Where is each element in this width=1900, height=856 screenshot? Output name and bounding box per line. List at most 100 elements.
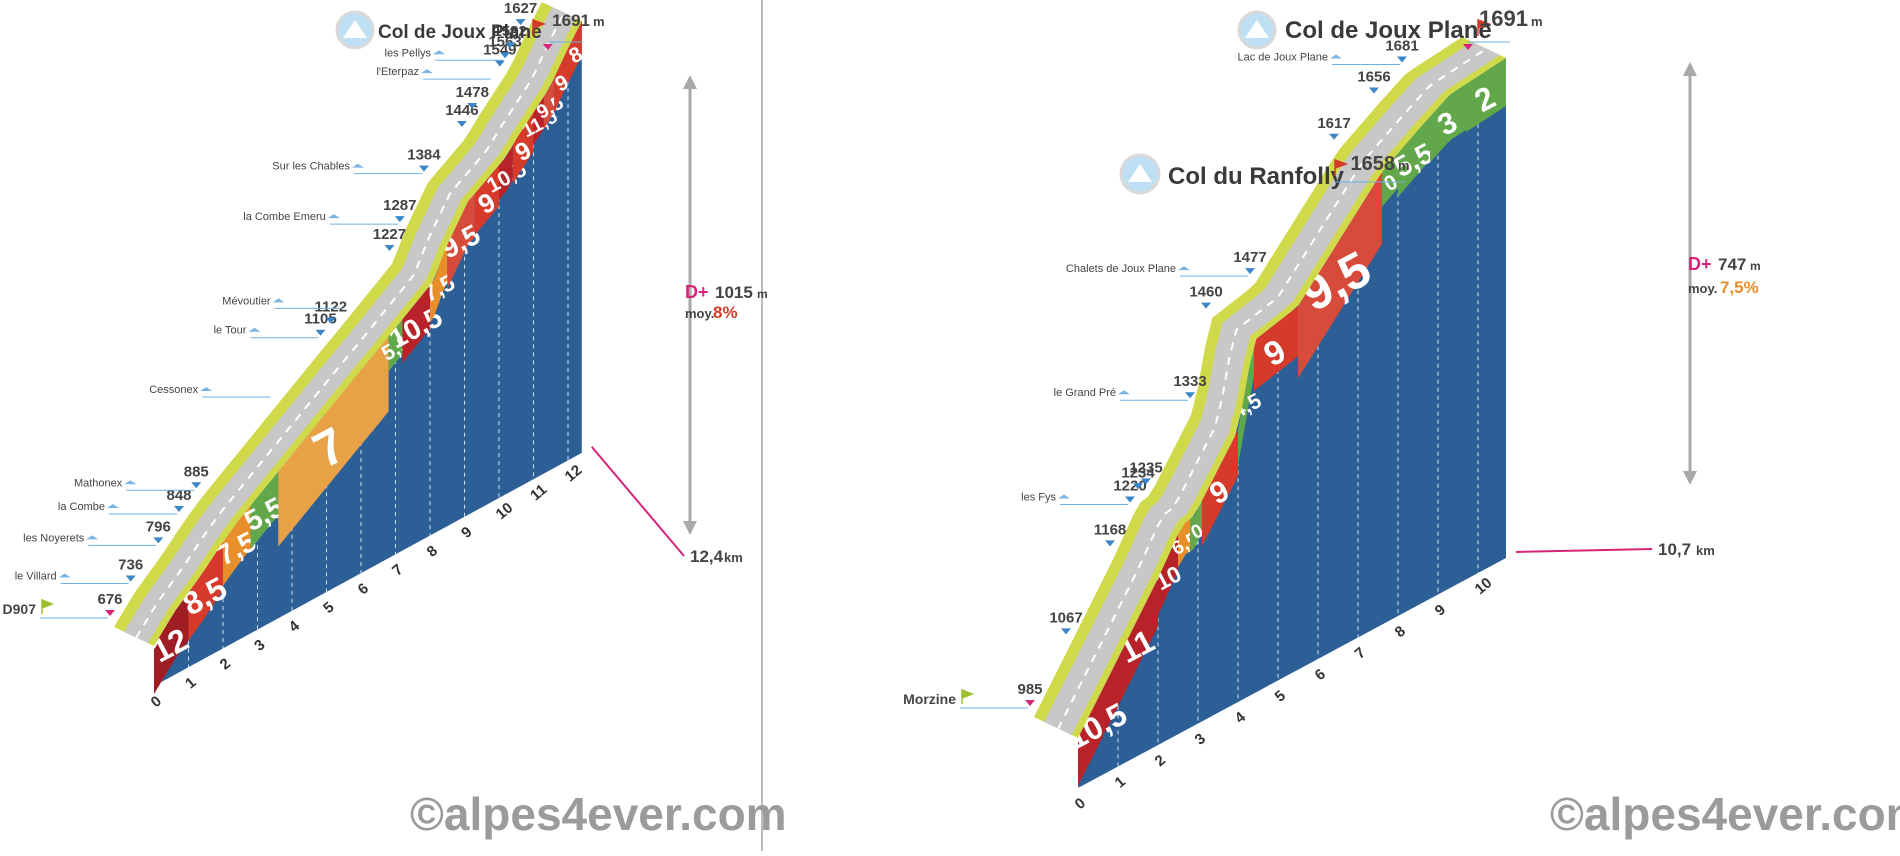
altitude-label: 1656: [1357, 68, 1390, 85]
summit-title: Col de Joux Plane: [378, 22, 542, 43]
place-name: l'Eterpaz: [376, 66, 418, 78]
km-tick-label: 9: [1432, 601, 1449, 619]
altitude-pin: [325, 317, 336, 324]
summit-altitude: 1691: [1479, 6, 1528, 31]
altitude-pin: [1369, 87, 1379, 94]
watermark: ©alpes4ever.com: [410, 788, 787, 840]
altitude-pin: [1201, 302, 1211, 309]
place-name: la Combe Emeru: [243, 211, 326, 223]
icon-peak: [1128, 164, 1152, 182]
house-icon: [272, 298, 285, 303]
altitude-pin: [105, 610, 115, 616]
gain-label: D+: [1688, 254, 1712, 274]
grade-segment: [1382, 153, 1398, 207]
altitude-label: 985: [1017, 681, 1042, 698]
icon-peak: [343, 20, 367, 38]
altitude-label: 1220: [1113, 477, 1146, 494]
distance-leader: [591, 446, 685, 557]
place-name: la Combe: [58, 501, 105, 513]
altitude-pin: [384, 244, 395, 251]
summit-altitude: 1691: [552, 11, 590, 30]
house-icon: [248, 327, 261, 332]
avg-label: moy.: [1688, 281, 1717, 296]
km-tick-label: 1: [182, 674, 199, 692]
altitude-label: 796: [146, 518, 171, 535]
gain-value: 1015: [715, 283, 753, 302]
summit-pin: [1463, 44, 1473, 50]
distance-unit: km: [1696, 543, 1715, 558]
house-icon: [200, 387, 213, 392]
intermediate-title: Col du Ranfolly: [1168, 163, 1345, 190]
house-icon: [420, 69, 433, 74]
ranfolly-mountain-icon: [1119, 153, 1161, 195]
gain-unit: m: [757, 287, 768, 301]
altitude-label: 1681: [1385, 37, 1418, 54]
grade-segment: [154, 592, 189, 694]
grade-segment: [1158, 534, 1178, 616]
altitude-pin: [500, 52, 511, 59]
km-tick-label: 10: [1472, 574, 1496, 598]
avg-label: moy.: [685, 306, 714, 321]
grade-segment: [499, 144, 513, 200]
summit-mountain-icon: [1237, 10, 1277, 50]
summit-title: Col de Joux Plane: [1285, 17, 1492, 44]
altitude-pin: [315, 329, 326, 336]
distance-value: 12,4: [690, 547, 724, 566]
grade-segment: [430, 244, 448, 323]
altitude-label: 1477: [1233, 249, 1266, 266]
intermediate-flag-icon: [1334, 158, 1349, 176]
altitude-pin: [1061, 628, 1071, 635]
start-flag-icon: [961, 688, 975, 704]
place-name: le Grand Pré: [1054, 387, 1116, 399]
altitude-pin: [1397, 56, 1407, 63]
gain-arrow-down: [683, 521, 697, 535]
altitude-label: 676: [97, 591, 122, 608]
house-icon: [433, 50, 446, 55]
house-icon: [107, 503, 119, 508]
km-tick-label: 7: [1352, 644, 1369, 662]
place-name: Cessonex: [149, 384, 198, 396]
grade-segment: [1398, 116, 1430, 197]
grade-segment: [278, 336, 389, 547]
grade-segment: [474, 165, 499, 235]
avg-value: 7,5%: [1720, 278, 1759, 297]
km-tick-label: 3: [251, 636, 268, 654]
road-lane: [124, 7, 576, 643]
grade-segment: [223, 505, 251, 586]
km-tick-label: 2: [1152, 752, 1169, 770]
place-name: Sur les Chables: [272, 161, 350, 173]
grade-segment: [1178, 518, 1190, 568]
km-tick-label: 5: [320, 599, 337, 617]
altitude-pin: [418, 165, 429, 172]
km-tick-label: 8: [424, 542, 441, 560]
grade-segment: [1254, 306, 1298, 391]
altitude-pin: [174, 505, 184, 512]
km-tick-label: 7: [389, 561, 406, 579]
house-icon: [1330, 54, 1342, 59]
avg-value: 8%: [713, 303, 738, 322]
altitude-label: 885: [184, 463, 209, 480]
distance-unit: km: [724, 550, 743, 565]
gain-arrow-up: [1683, 62, 1697, 76]
km-tick-label: 0: [1072, 795, 1089, 813]
gain-arrow-up: [683, 75, 697, 89]
altitude-pin: [191, 482, 202, 489]
altitude-pin: [467, 102, 478, 109]
place-name: Chalets de Joux Plane: [1066, 263, 1176, 275]
house-icon: [1058, 494, 1070, 499]
intermediate-altitude: 1658: [1351, 153, 1396, 175]
house-icon: [1118, 390, 1130, 395]
summit-altitude-unit: m: [1531, 14, 1543, 29]
altitude-pin: [125, 575, 136, 582]
grade-segment: [533, 96, 544, 146]
km-tick-label: 11: [527, 481, 550, 504]
altitude-label: 1627: [504, 0, 537, 17]
distance-leader: [1515, 548, 1653, 553]
altitude-pin: [1025, 700, 1035, 706]
gain-label: D+: [685, 282, 709, 302]
chart-joux-plane-morzine: 01234567891010,511106,5094,599,505,53298…: [903, 6, 1900, 840]
altitude-pin: [1133, 483, 1143, 490]
km-tick-label: 3: [1192, 730, 1209, 748]
km-tick-label: 0: [148, 693, 165, 711]
